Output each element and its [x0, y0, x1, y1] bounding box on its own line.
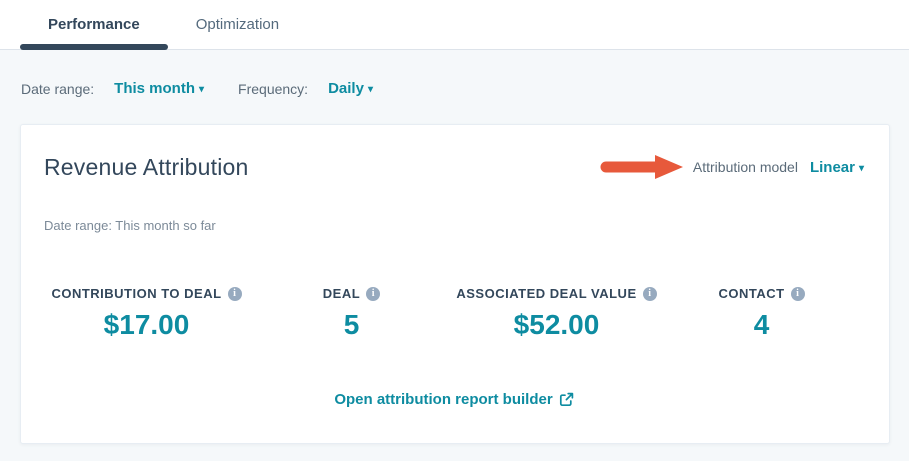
metric-label: CONTACT — [718, 286, 785, 301]
metrics-row: CONTRIBUTION TO DEAL i $17.00 DEAL i 5 A… — [44, 285, 864, 341]
attribution-model-dropdown[interactable]: Linear ▾ — [809, 158, 864, 176]
metric-value: $17.00 — [103, 309, 190, 340]
metric-value: 4 — [753, 309, 770, 340]
card-header: Revenue Attribution Attribution model Li… — [44, 153, 864, 181]
chevron-down-icon: ▾ — [858, 162, 864, 174]
tab-performance[interactable]: Performance — [20, 0, 168, 50]
date-range-label: Date range: — [21, 80, 95, 97]
metric-value: $52.00 — [513, 309, 600, 340]
info-icon[interactable]: i — [642, 286, 657, 301]
tab-performance-label: Performance — [48, 16, 140, 33]
metric-contact: CONTACT i 4 — [659, 285, 864, 341]
metric-label: CONTRIBUTION TO DEAL — [51, 286, 222, 301]
card-title: Revenue Attribution — [44, 153, 249, 180]
link-row: Open attribution report builder — [44, 391, 864, 409]
attribution-model-label: Attribution model — [692, 159, 798, 175]
tab-optimization[interactable]: Optimization — [168, 0, 307, 49]
info-icon[interactable]: i — [790, 286, 805, 301]
metric-value: 5 — [343, 309, 360, 340]
metric-label: ASSOCIATED DEAL VALUE — [456, 286, 637, 301]
metric-associated-deal-value: ASSOCIATED DEAL VALUE i $52.00 — [454, 285, 659, 341]
tab-bar: Performance Optimization — [0, 0, 909, 50]
external-link-icon — [559, 392, 573, 407]
attribution-model-group: Attribution model Linear ▾ — [599, 153, 864, 181]
active-tab-underline — [20, 44, 168, 50]
report-link-label: Open attribution report builder — [334, 391, 553, 408]
metric-deal: DEAL i 5 — [249, 285, 454, 341]
frequency-label: Frequency: — [238, 80, 309, 97]
date-range-dropdown[interactable]: This month ▾ — [114, 80, 205, 97]
chevron-down-icon: ▾ — [367, 84, 373, 95]
open-attribution-report-builder-link[interactable]: Open attribution report builder — [334, 391, 573, 408]
info-icon[interactable]: i — [366, 286, 381, 301]
metric-label: DEAL — [322, 286, 361, 301]
revenue-attribution-card: Revenue Attribution Attribution model Li… — [20, 124, 890, 444]
info-icon[interactable]: i — [227, 286, 242, 301]
annotation-arrow-icon — [600, 155, 683, 179]
filter-row: Date range: This month ▾ Frequency: Daily… — [21, 80, 909, 97]
metric-contribution-to-deal: CONTRIBUTION TO DEAL i $17.00 — [44, 285, 249, 341]
card-date-range-subtext: Date range: This month so far — [44, 218, 216, 233]
tab-optimization-label: Optimization — [195, 16, 280, 33]
chevron-down-icon: ▾ — [199, 84, 205, 95]
frequency-dropdown[interactable]: Daily ▾ — [328, 80, 373, 97]
